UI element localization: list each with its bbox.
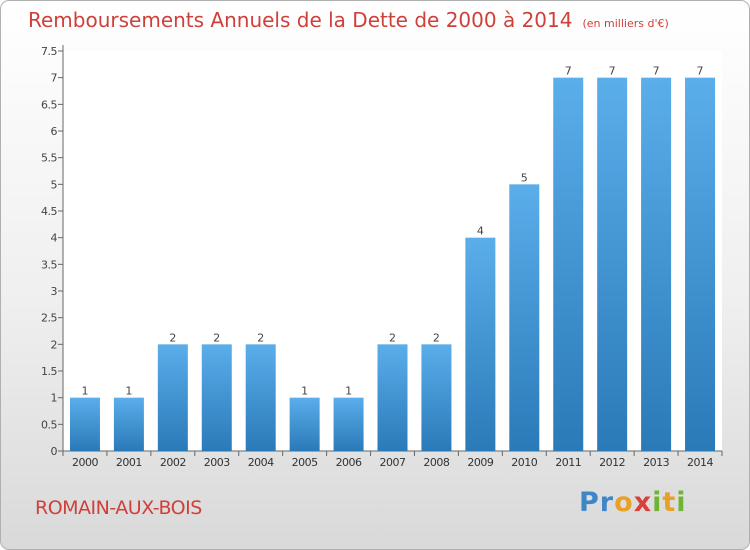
x-tick-label: 2011 — [555, 456, 581, 469]
bar — [289, 397, 320, 451]
bar — [421, 344, 452, 451]
y-tick-label: 0.5 — [41, 418, 57, 431]
y-tick-label: 7.5 — [41, 45, 57, 58]
x-tick-label: 2010 — [511, 456, 537, 469]
x-tick-label: 2008 — [423, 456, 449, 469]
data-label: 5 — [521, 171, 528, 184]
bar — [113, 397, 144, 451]
chart-title: Remboursements Annuels de la Dette de 20… — [28, 8, 669, 32]
data-label: 2 — [213, 331, 220, 344]
x-tick-label: 2012 — [599, 456, 625, 469]
unit-label: (en milliers d'€) — [582, 17, 669, 30]
data-label: 7 — [609, 65, 616, 78]
data-label: 4 — [477, 225, 484, 238]
bar — [465, 237, 496, 451]
x-tick-label: 2004 — [248, 456, 274, 469]
y-tick-label: 0 — [51, 445, 58, 458]
bar — [377, 344, 408, 451]
x-tick-label: 2009 — [467, 456, 493, 469]
data-label: 1 — [125, 385, 132, 398]
data-label: 7 — [697, 65, 704, 78]
y-tick-label: 3 — [51, 285, 58, 298]
bar — [333, 397, 364, 451]
y-tick-label: 4.5 — [41, 205, 57, 218]
y-tick-label: 5.5 — [41, 152, 57, 165]
y-tick-label: 2 — [51, 338, 58, 351]
y-tick-label: 5 — [51, 178, 58, 191]
x-tick-label: 2000 — [72, 456, 98, 469]
bar — [245, 344, 276, 451]
y-tick-label: 1.5 — [41, 365, 57, 378]
data-label: 7 — [653, 65, 660, 78]
x-tick-label: 2001 — [116, 456, 142, 469]
x-tick-label: 2005 — [292, 456, 318, 469]
bar — [157, 344, 188, 451]
bar — [201, 344, 232, 451]
x-tick-label: 2002 — [160, 456, 186, 469]
x-tick-label: 2003 — [204, 456, 230, 469]
x-tick-label: 2006 — [336, 456, 362, 469]
x-tick-label: 2007 — [380, 456, 406, 469]
title-text: Remboursements Annuels de la Dette de 20… — [28, 8, 573, 32]
bar — [641, 77, 672, 452]
proxiti-logo: Proxiti — [579, 487, 687, 518]
data-label: 1 — [345, 385, 352, 398]
data-label: 2 — [257, 331, 264, 344]
data-label: 2 — [433, 331, 440, 344]
y-tick-label: 2.5 — [41, 312, 57, 325]
commune-name: ROMAIN-AUX-BOIS — [35, 497, 202, 519]
bar — [597, 77, 628, 452]
y-tick-label: 3.5 — [41, 258, 57, 271]
data-label: 2 — [169, 331, 176, 344]
bar — [553, 77, 584, 452]
y-tick-label: 6.5 — [41, 98, 57, 111]
data-label: 7 — [565, 65, 572, 78]
x-tick-label: 2014 — [687, 456, 713, 469]
y-tick-label: 7 — [51, 72, 58, 85]
bar — [69, 397, 100, 451]
data-label: 1 — [301, 385, 308, 398]
bar — [685, 77, 716, 452]
x-tick-label: 2013 — [643, 456, 669, 469]
y-tick-label: 4 — [51, 232, 58, 245]
y-tick-label: 1 — [51, 392, 58, 405]
data-label: 1 — [81, 385, 88, 398]
data-label: 2 — [389, 331, 396, 344]
bar — [509, 184, 540, 452]
y-tick-label: 6 — [51, 125, 58, 138]
